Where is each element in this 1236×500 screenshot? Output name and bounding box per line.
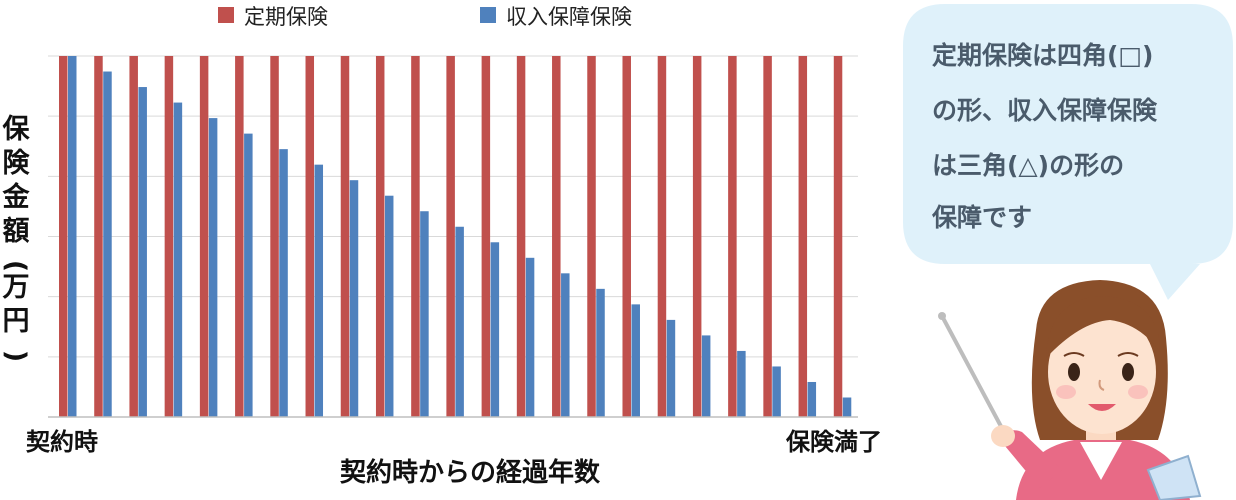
bar-income-16 [596, 288, 605, 417]
bar-income-6 [244, 133, 253, 418]
bar-term-18 [657, 56, 667, 417]
bar-term-9 [340, 56, 350, 417]
x-start-label: 契約時 [26, 428, 98, 456]
x-axis-title: 契約時からの経過年数 [339, 457, 601, 488]
bar-term-16 [587, 56, 596, 417]
bar-term-10 [375, 56, 385, 417]
y-axis-label-char: 金 [2, 181, 31, 213]
bar-income-4 [173, 102, 183, 417]
bar-term-17 [622, 56, 631, 417]
bubble-line-3: は三角(△)の形の [932, 151, 1124, 180]
bar-income-20 [737, 350, 746, 417]
bar-income-11 [420, 211, 429, 417]
bar-term-15 [552, 56, 561, 417]
bar-income-3 [138, 87, 147, 418]
bar-term-8 [305, 56, 315, 417]
bar-income-10 [384, 195, 394, 417]
legend-label-income: 収入保障保険 [506, 5, 632, 29]
bubble-line-1: 定期保険は四角(□) [932, 41, 1153, 70]
bar-income-22 [807, 381, 817, 417]
bar-term-2 [94, 56, 103, 417]
bar-term-7 [270, 56, 279, 417]
legend-label-term: 定期保険 [244, 5, 328, 29]
speech-bubble: 定期保険は四角(□) の形、収入保障保険 は三角(△)の形の 保障です [903, 4, 1233, 300]
y-axis-label-char: 円 [3, 306, 30, 337]
bar-term-13 [481, 56, 491, 417]
legend: 定期保険 収入保障保険 [218, 5, 632, 29]
bar-income-23 [842, 397, 852, 417]
bar-term-20 [728, 56, 737, 417]
bar-income-9 [349, 180, 359, 417]
bar-term-14 [516, 56, 526, 417]
bar-term-23 [833, 56, 843, 417]
bar-term-3 [129, 56, 138, 417]
bar-income-2 [103, 71, 112, 417]
bar-income-14 [525, 257, 535, 417]
bar-income-13 [490, 242, 500, 417]
speech-bubble-shape [903, 4, 1233, 300]
bar-income-19 [701, 335, 711, 417]
bar-term-22 [798, 56, 808, 417]
bars [59, 56, 852, 418]
y-axis-label-char: 万 [3, 272, 30, 303]
woman-with-pointer-icon [938, 280, 1202, 500]
bar-term-21 [763, 56, 772, 417]
legend-swatch-term [218, 7, 234, 23]
bar-income-5 [208, 118, 218, 417]
bar-income-15 [561, 273, 570, 417]
bar-term-4 [164, 56, 174, 417]
x-end-label: 保険満了 [785, 428, 882, 456]
y-axis-label-char: ( [0, 260, 31, 272]
bar-term-5 [199, 56, 209, 417]
bar-income-17 [631, 304, 640, 417]
legend-swatch-income [480, 7, 496, 23]
y-axis-label-char: 額 [3, 216, 30, 247]
y-axis-label-char: 保 [2, 114, 31, 145]
bar-income-1 [68, 56, 77, 417]
bar-income-12 [455, 226, 464, 417]
bar-term-1 [59, 56, 68, 417]
bar-income-8 [314, 164, 324, 417]
y-axis-label-char: ) [0, 350, 31, 362]
bar-income-18 [666, 319, 676, 417]
bar-term-19 [692, 56, 702, 417]
bubble-line-2: の形、収入保障保険 [932, 96, 1158, 125]
bar-term-11 [411, 56, 420, 417]
bar-term-6 [235, 56, 244, 417]
bar-income-7 [279, 149, 288, 417]
bar-term-12 [446, 56, 455, 417]
bubble-line-4: 保障です [931, 203, 1032, 232]
y-axis-label-char: 険 [3, 148, 31, 179]
bar-income-21 [772, 366, 781, 417]
